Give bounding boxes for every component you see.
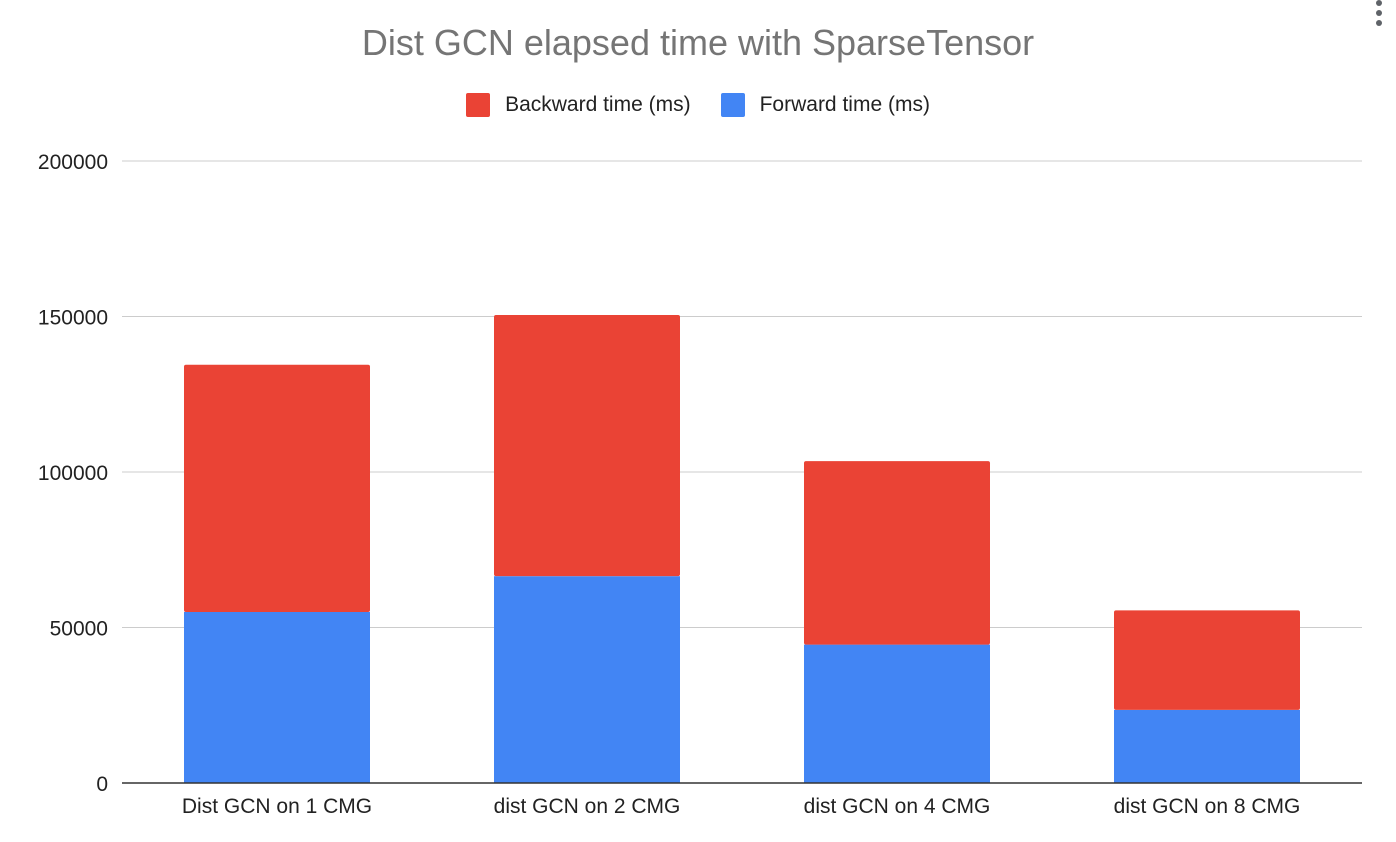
menu-dot: [1376, 0, 1382, 6]
y-tick-label: 100000: [38, 462, 108, 485]
y-tick-label: 50000: [50, 618, 108, 641]
x-tick-label: Dist GCN on 1 CMG: [182, 795, 372, 818]
legend-label-forward: Forward time (ms): [759, 93, 930, 116]
chart-title: Dist GCN elapsed time with SparseTensor: [361, 22, 1035, 63]
legend-item-backward[interactable]: Backward time (ms): [466, 93, 691, 117]
bar-forward: [494, 576, 680, 783]
legend-swatch-backward: [466, 93, 491, 117]
more-vert-icon[interactable]: [1372, 0, 1386, 36]
y-tick-label: 150000: [38, 307, 108, 330]
menu-dot: [1376, 10, 1382, 16]
legend-label-backward: Backward time (ms): [505, 93, 691, 116]
y-tick-label: 200000: [38, 151, 108, 174]
bar-backward: [494, 314, 680, 577]
bar-forward: [804, 644, 990, 783]
bar-forward: [1114, 709, 1300, 783]
x-tick-label: dist GCN on 2 CMG: [494, 795, 681, 818]
bar-forward: [184, 611, 370, 783]
x-tick-label: dist GCN on 8 CMG: [1114, 795, 1301, 818]
y-tick-label: 0: [96, 773, 108, 796]
bar-backward: [804, 461, 990, 645]
x-tick-label: dist GCN on 4 CMG: [804, 795, 991, 818]
menu-dot: [1376, 20, 1382, 26]
bar-backward: [1114, 610, 1300, 710]
legend-swatch-forward: [720, 93, 745, 117]
legend: Backward time (ms) Forward time (ms): [0, 93, 1396, 117]
legend-item-forward[interactable]: Forward time (ms): [720, 93, 930, 117]
bar-backward: [184, 364, 370, 612]
